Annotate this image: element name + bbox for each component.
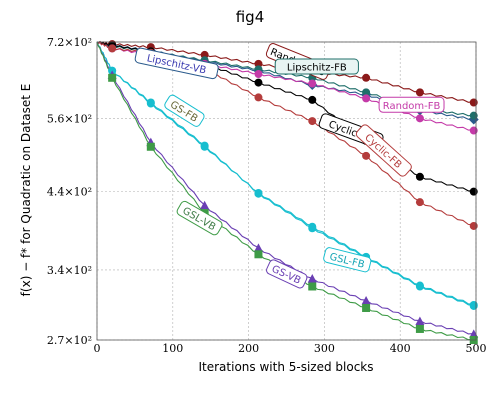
marker-cyclic-vb: [469, 187, 478, 196]
marker-random-fb: [362, 94, 371, 103]
marker-gsl-fb: [469, 300, 478, 309]
x-tick-label: 300: [314, 342, 335, 355]
series-label-lipschitz-fb: Lipschitz-FB: [274, 58, 359, 75]
marker-cyclic-vb: [415, 172, 424, 181]
series-label-box: [266, 259, 308, 289]
x-tick-label: 0: [94, 342, 101, 355]
series-line-gsl-vb: [96, 41, 474, 341]
marker-lipschitz-fb: [362, 88, 371, 97]
series-label-gsl-vb: GSL-VB: [176, 200, 223, 236]
marker-cyclic-fb: [415, 198, 424, 207]
series-label-box: [378, 96, 445, 113]
marker-cyclic-fb: [308, 117, 317, 126]
y-tick-label: 4.4×10²: [47, 186, 92, 199]
marker-gsl-vb: [362, 303, 371, 312]
y-axis-label: f(x) − f* for Quadratic on Dataset E: [19, 84, 33, 297]
series-label-text: Random-FB: [383, 101, 441, 112]
marker-random-vb: [469, 98, 478, 107]
marker-random-vb: [362, 73, 371, 82]
series-label-box: [176, 200, 223, 236]
series-label-box: [323, 247, 372, 273]
marker-gsl-vb: [146, 142, 155, 151]
marker-cyclic-fb: [108, 44, 117, 53]
series-layer: [96, 40, 474, 341]
marker-gsl-fb: [200, 142, 209, 151]
chart-title: fig4: [236, 8, 265, 26]
series-label-cyclic-fb: Cyclic-FB: [355, 124, 412, 177]
marker-gsl-fb: [146, 99, 155, 108]
marker-gsl-vb: [308, 282, 317, 291]
marker-cyclic-fb: [362, 151, 371, 160]
marker-gsl-fb: [415, 281, 424, 290]
marker-gs-vb: [200, 200, 210, 210]
marker-random-vb: [254, 59, 263, 68]
marker-cyclic-vb: [254, 78, 263, 87]
marker-cyclic-vb: [308, 95, 317, 104]
marker-random-vb: [415, 88, 424, 97]
series-line-gs-vb: [96, 41, 474, 335]
marker-gs-vb: [415, 316, 425, 325]
marker-cyclic-fb: [469, 221, 478, 230]
series-label-random-fb: Random-FB: [378, 96, 445, 113]
marker-layer: [107, 40, 479, 344]
y-tick-label: 7.2×10²: [47, 36, 92, 49]
marker-cyclic-fb: [254, 93, 263, 102]
y-tick-label: 2.7×10²: [47, 334, 92, 347]
marker-gs-vb: [361, 295, 371, 305]
marker-random-fb: [308, 79, 317, 88]
marker-random-fb: [469, 126, 478, 135]
marker-gsl-vb: [254, 250, 263, 259]
marker-gsl-vb: [108, 73, 117, 82]
series-label-gsl-fb: GSL-FB: [323, 247, 372, 273]
series-label-box: [355, 124, 412, 177]
x-axis-label: Iterations with 5-sized blocks: [199, 360, 374, 374]
series-label-box: [164, 94, 205, 127]
marker-gsl-vb: [415, 324, 424, 333]
y-tick-label: 3.4×10²: [47, 264, 92, 277]
tick-layer: 0 100 200 300 400 500 2.7×10² 3.4×10² 4.4×10² 5.6…: [47, 36, 487, 355]
y-tick-label: 5.6×10²: [47, 112, 92, 125]
marker-random-fb: [254, 70, 263, 79]
marker-random-fb: [415, 114, 424, 123]
marker-gs-vb: [307, 274, 317, 283]
marker-gs-vb: [253, 243, 263, 252]
x-tick-label: 200: [238, 342, 259, 355]
marker-lipschitz-fb: [469, 111, 478, 120]
series-label-gs-vb: GS-VB: [266, 259, 308, 289]
marker-gsl-fb: [254, 189, 263, 198]
plot-frame: [96, 41, 477, 341]
x-tick-label: 100: [162, 342, 183, 355]
series-label-gs-fb: GS-FB: [164, 94, 205, 127]
x-tick-label: 500: [466, 342, 487, 355]
grid-layer: [96, 41, 477, 341]
x-tick-label: 400: [390, 342, 411, 355]
marker-gsl-fb: [308, 222, 317, 231]
series-label-box: [274, 58, 359, 75]
series-label-box: [134, 47, 219, 80]
series-label-text: Lipschitz-FB: [287, 63, 347, 74]
